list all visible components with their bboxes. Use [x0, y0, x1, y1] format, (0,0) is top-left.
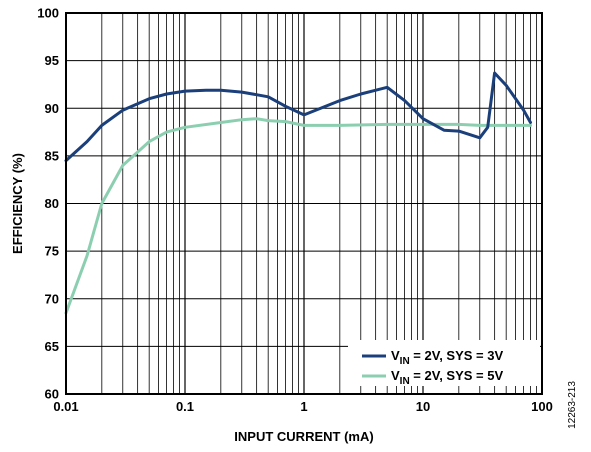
x-tick-label: 100	[531, 399, 553, 414]
y-tick-label: 90	[45, 101, 59, 116]
series-layer	[64, 71, 532, 315]
y-tick-label: 95	[45, 53, 59, 68]
y-tick-label: 80	[45, 196, 59, 211]
y-tick-label: 60	[45, 387, 59, 402]
x-tick-label: 1	[300, 399, 307, 414]
y-tick-labels: 60 65 70 75 80 85 90 95 100	[37, 6, 59, 402]
x-tick-labels: 0.01 0.1 1 10 100	[53, 399, 553, 414]
legend-label-1-main: V	[391, 348, 400, 363]
x-tick-label: 10	[416, 399, 430, 414]
legend-entry-2: VIN = 2V, SYS = 5V	[362, 368, 503, 387]
plot-frame	[65, 12, 543, 395]
y-tick-label: 70	[45, 291, 59, 306]
legend-label-1-sub: IN	[400, 356, 410, 367]
x-tick-label: 0.01	[53, 399, 78, 414]
legend-label-1: VIN = 2V, SYS = 3V	[391, 348, 503, 367]
legend-label-2: VIN = 2V, SYS = 5V	[391, 368, 503, 387]
series-line-1	[64, 71, 532, 163]
legend-box	[348, 340, 540, 386]
legend: VIN = 2V, SYS = 3V VIN = 2V, SYS = 5V	[348, 340, 540, 387]
figure-number: 12263-213	[567, 381, 578, 429]
legend-label-2-main: V	[391, 368, 400, 383]
y-tick-label: 85	[45, 148, 59, 163]
legend-label-2-sub: IN	[400, 376, 410, 387]
legend-entry-1: VIN = 2V, SYS = 3V	[362, 348, 503, 367]
y-tick-label: 65	[45, 339, 59, 354]
y-tick-label: 100	[37, 6, 59, 21]
y-axis-label: EFFICIENCY (%)	[10, 153, 25, 254]
x-tick-label: 0.1	[176, 399, 194, 414]
y-tick-label: 75	[45, 244, 59, 259]
x-axis-label: INPUT CURRENT (mA)	[234, 429, 373, 444]
legend-label-2-rest: = 2V, SYS = 5V	[410, 368, 504, 383]
legend-label-1-rest: = 2V, SYS = 3V	[410, 348, 504, 363]
